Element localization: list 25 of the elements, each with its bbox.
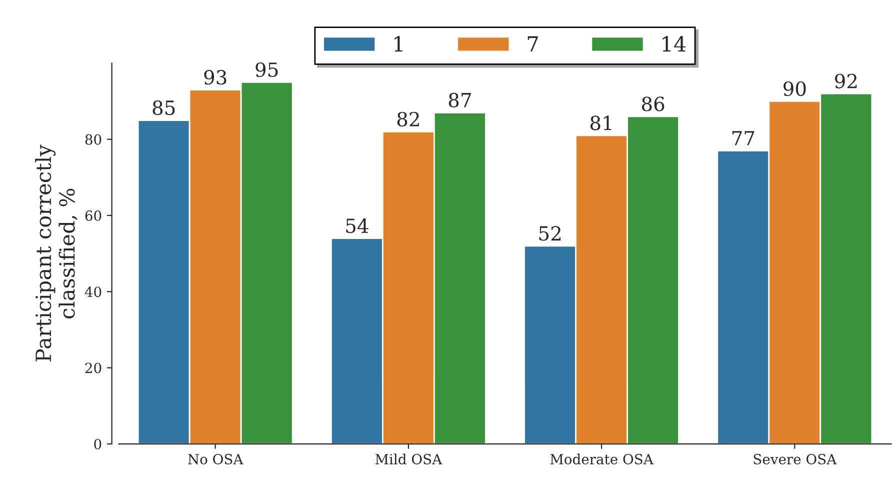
data-label: 85 xyxy=(152,100,175,116)
data-label: 95 xyxy=(256,62,278,78)
data-label: 90 xyxy=(784,81,806,96)
data-label: 93 xyxy=(204,70,226,85)
x-tick-label: Moderate OSA xyxy=(550,454,654,464)
y-axis-title: Participant correctly classified, % xyxy=(35,144,78,362)
x-tick-label: Mild OSA xyxy=(375,454,442,464)
data-label: 87 xyxy=(448,92,471,108)
y-tick-label: 0 xyxy=(94,438,102,450)
y-tick-label: 40 xyxy=(84,286,102,298)
x-tick-label: Severe OSA xyxy=(754,454,837,464)
legend-label: 7 xyxy=(528,36,538,52)
y-tick-label: 20 xyxy=(85,362,102,374)
legend-label: 14 xyxy=(662,36,686,52)
data-label: 77 xyxy=(732,131,754,146)
data-label: 86 xyxy=(642,96,664,112)
legend-label: 1 xyxy=(394,36,402,52)
data-label: 92 xyxy=(835,74,857,88)
data-label: 52 xyxy=(539,226,561,241)
data-label: 54 xyxy=(346,218,368,234)
data-label: 81 xyxy=(590,116,612,130)
x-tick-label: No OSA xyxy=(188,454,244,464)
y-tick-label: 80 xyxy=(85,134,102,145)
y-tick-label: 60 xyxy=(85,210,102,221)
data-label: 82 xyxy=(397,112,419,127)
